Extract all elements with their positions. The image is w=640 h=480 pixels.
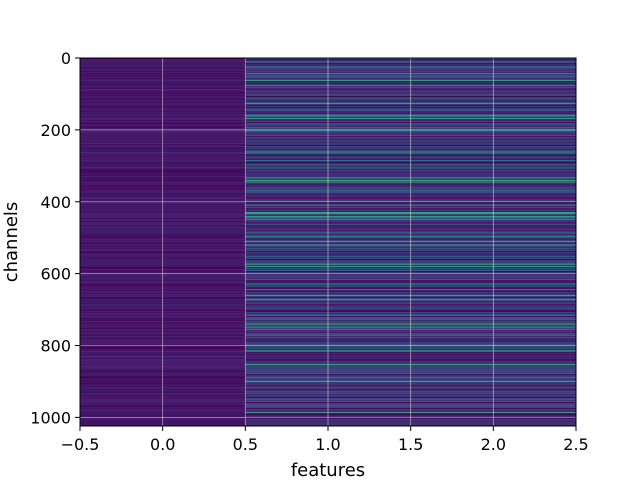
x-axis: −0.5 0.0 0.5 1.0 1.5 2.0 2.5	[61, 426, 589, 454]
y-axis-label: channels	[1, 202, 22, 283]
y-tick-label: 600	[40, 265, 71, 284]
x-tick-label: 2.5	[563, 435, 588, 454]
x-axis-label: features	[291, 460, 365, 480]
x-tick-label: 1.5	[398, 435, 423, 454]
x-tick-label: 0.5	[233, 435, 258, 454]
y-tick-label: 200	[40, 121, 71, 140]
x-tick-label: −0.5	[61, 435, 100, 454]
y-axis: 0 200 400 600 800 1000	[30, 49, 80, 427]
x-tick-label: 1.0	[315, 435, 340, 454]
y-tick-label: 0	[61, 49, 71, 68]
y-tick-label: 800	[40, 337, 71, 356]
x-tick-label: 0.0	[150, 435, 175, 454]
y-tick-label: 400	[40, 193, 71, 212]
x-tick-label: 2.0	[481, 435, 506, 454]
y-tick-label: 1000	[30, 408, 71, 427]
